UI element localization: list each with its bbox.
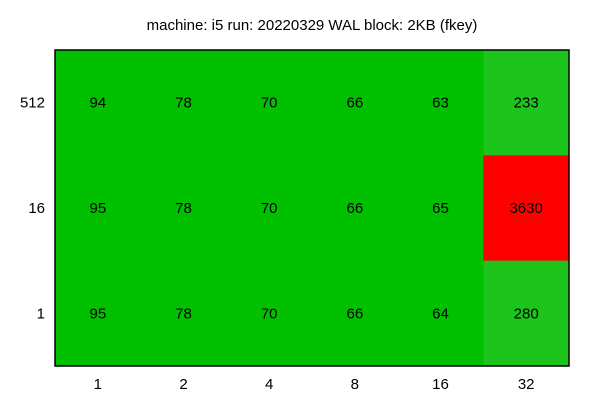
cell-value-label: 63 bbox=[432, 95, 449, 112]
heatmap-cell bbox=[140, 155, 227, 262]
cell-value-label: 78 bbox=[175, 200, 192, 217]
chart-title: machine: i5 run: 20220329 WAL block: 2KB… bbox=[147, 17, 478, 34]
heatmap-cell bbox=[483, 50, 570, 156]
cell-value-label: 280 bbox=[514, 305, 539, 322]
x-tick-label: 1 bbox=[94, 376, 102, 393]
cell-value-label: 66 bbox=[346, 95, 363, 112]
cell-value-label: 66 bbox=[346, 200, 363, 217]
cell-value-label: 70 bbox=[261, 95, 278, 112]
cell-value-label: 94 bbox=[89, 95, 106, 112]
heatmap-cell bbox=[226, 260, 313, 367]
y-tick-label: 1 bbox=[37, 305, 45, 322]
y-tick-label: 512 bbox=[20, 95, 45, 112]
y-axis-ticks: 512 16 1 bbox=[20, 95, 45, 323]
heatmap-cell bbox=[397, 50, 484, 156]
heatmap-cell bbox=[483, 260, 570, 367]
heatmap-cell bbox=[226, 50, 313, 156]
heatmap-cell bbox=[397, 260, 484, 367]
heatmap-cell bbox=[312, 260, 399, 367]
heatmap-cell bbox=[397, 155, 484, 262]
heatmap-cell bbox=[226, 155, 313, 262]
x-tick-label: 4 bbox=[265, 376, 273, 393]
x-tick-label: 8 bbox=[351, 376, 359, 393]
heatmap-cell bbox=[140, 260, 227, 367]
cell-value-label: 95 bbox=[89, 305, 106, 322]
cell-value-label: 70 bbox=[261, 305, 278, 322]
heatmap-cell bbox=[55, 155, 142, 262]
heatmap-cell bbox=[55, 50, 142, 156]
heatmap-cell bbox=[55, 260, 142, 367]
heatmap-cell bbox=[312, 50, 399, 156]
x-axis-ticks: 1 2 4 8 16 32 bbox=[94, 376, 535, 393]
x-tick-label: 16 bbox=[432, 376, 449, 393]
plot-frame bbox=[54, 49, 570, 367]
x-tick-label: 2 bbox=[179, 376, 187, 393]
cell-value-label: 70 bbox=[261, 200, 278, 217]
heatmap-cells bbox=[55, 50, 570, 367]
cell-value-label: 3630 bbox=[509, 200, 542, 217]
heatmap-cell bbox=[140, 50, 227, 156]
cell-value-label: 95 bbox=[89, 200, 106, 217]
cell-value-label: 233 bbox=[514, 95, 539, 112]
cell-value-label: 78 bbox=[175, 95, 192, 112]
y-tick-label: 16 bbox=[28, 200, 45, 217]
cell-value-label: 66 bbox=[346, 305, 363, 322]
cell-value-label: 64 bbox=[432, 305, 449, 322]
heatmap-cell-labels: 94 78 70 66 63 233 95 78 70 66 65 3630 95 78 70 66 64 280 bbox=[89, 95, 542, 323]
cell-value-label: 65 bbox=[432, 200, 449, 217]
cell-value-label: 78 bbox=[175, 305, 192, 322]
heatmap-cell bbox=[483, 155, 570, 262]
heatmap-cell bbox=[312, 155, 399, 262]
x-tick-label: 32 bbox=[518, 376, 535, 393]
